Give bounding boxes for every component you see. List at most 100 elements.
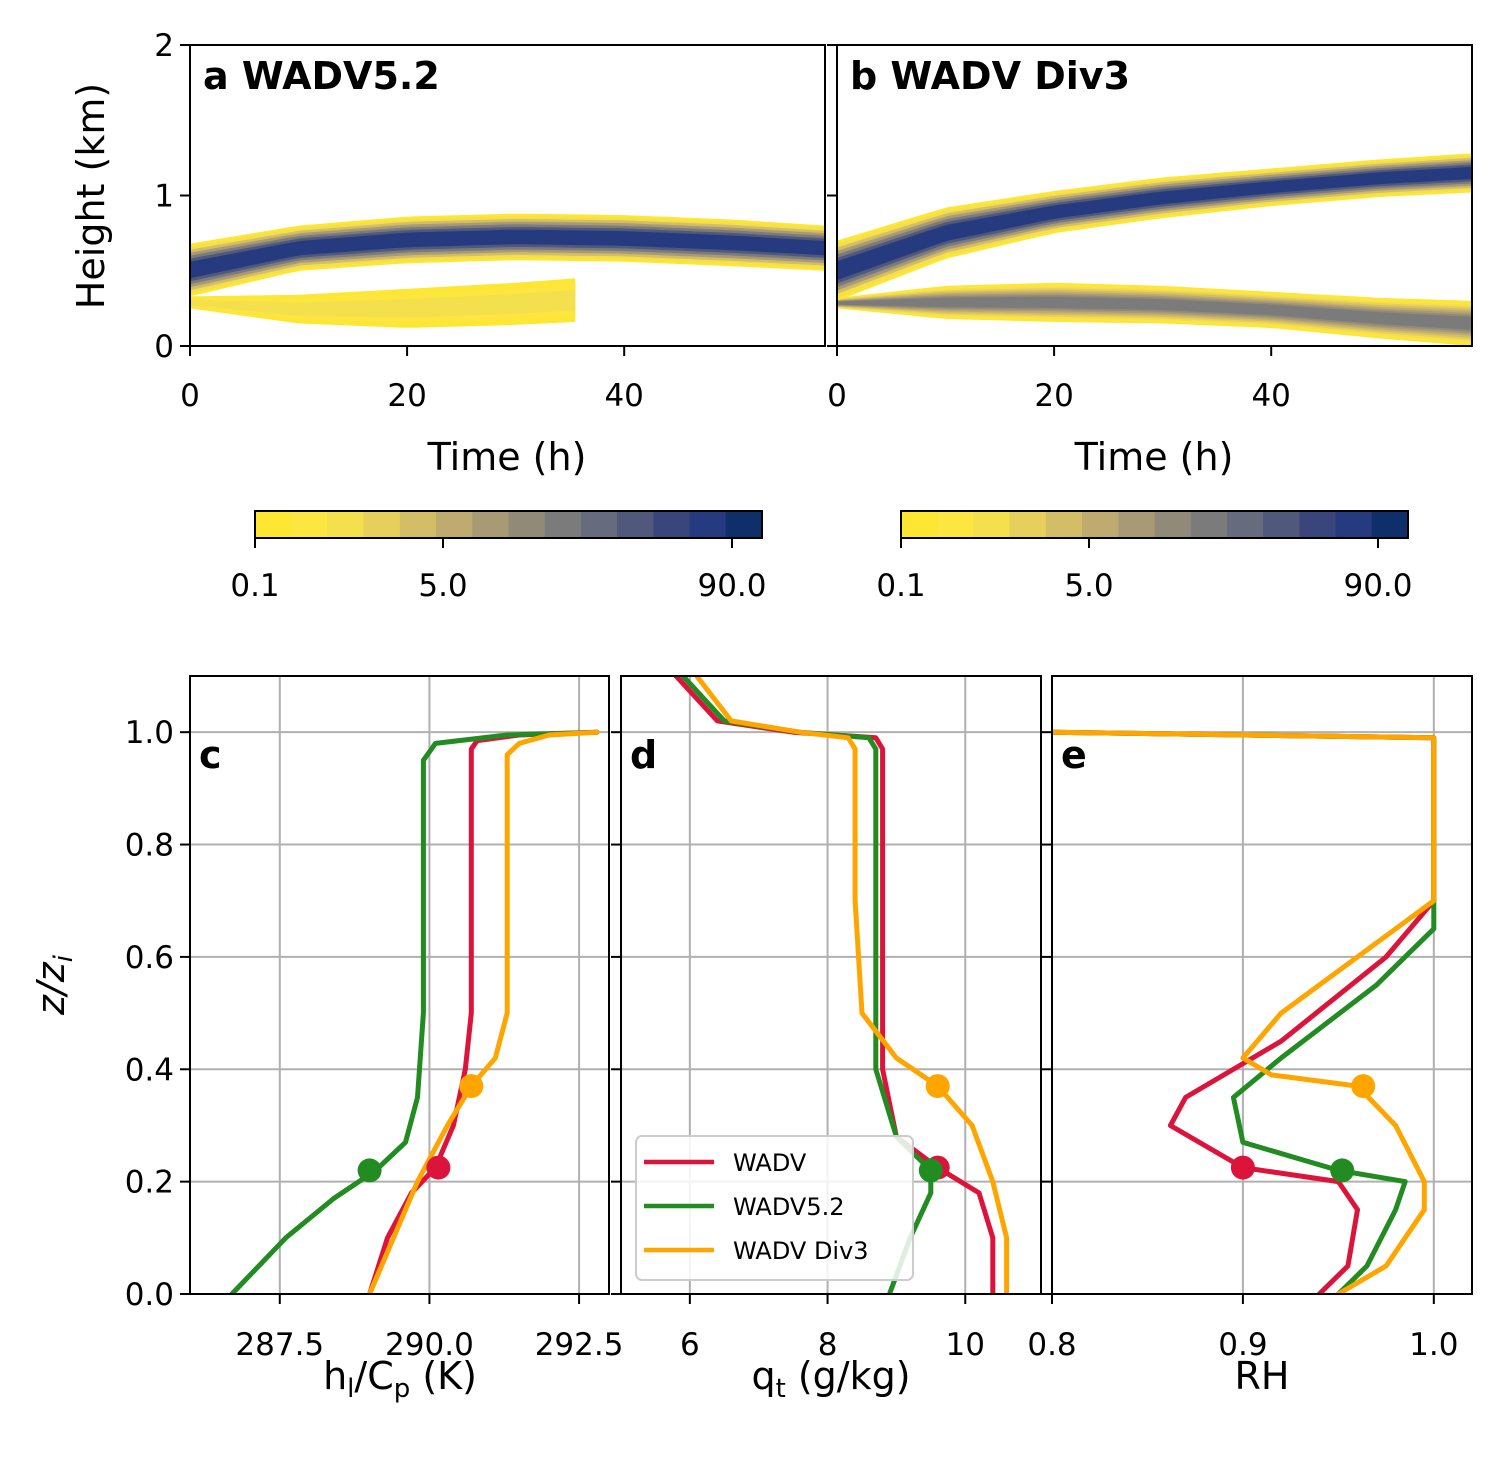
colorbar-b-cell-13	[1371, 511, 1409, 538]
panel-a-contours	[190, 213, 825, 328]
colorbar-a-cell-10	[617, 511, 654, 538]
legend-label-wadvdiv3: WADV Div3	[733, 1237, 869, 1265]
colorbar-a-cell-5	[436, 511, 473, 538]
panel-d-xlabel-end: (g/kg)	[786, 1354, 911, 1398]
colorbar-b-cell-9	[1226, 511, 1264, 538]
panel-d-line-2	[694, 676, 1010, 1294]
bottom-ylabel: z/zi	[29, 954, 79, 1016]
panel-c-ytick-label-3: 0.6	[125, 940, 174, 976]
panel-b-ticks: 0 20 40	[827, 44, 1291, 414]
colorbar-b-tick-label-2: 90.0	[1343, 568, 1412, 604]
panel-e-marker-0	[1230, 1155, 1255, 1180]
colorbar-b-cell-5	[1082, 511, 1119, 538]
colorbar-b-cell-3	[1009, 511, 1047, 538]
panel-a-ylabel: Height (km)	[69, 83, 113, 309]
colorbar-b-cell-2	[973, 511, 1011, 538]
colorbar-a-cell-4	[399, 511, 437, 538]
panel-e-xtick-label-2: 1.0	[1409, 1327, 1458, 1363]
panel-c-xlabel-sub1: l	[347, 1374, 354, 1404]
panel-c-xlabel-main: h	[323, 1354, 347, 1398]
panel-c-xlabel-sub2: p	[394, 1374, 411, 1404]
panel-b-xtick-label-1: 20	[1034, 378, 1073, 414]
colorbar-a-cell-13	[725, 511, 763, 538]
panel-c-xlabel-end: (K)	[410, 1354, 477, 1398]
panel-a-ticks: 0 20 40 0 1 2	[154, 28, 644, 414]
panel-c-ytick-label-2: 0.4	[125, 1052, 174, 1088]
colorbar-a-tick-label-1: 5.0	[418, 568, 467, 604]
legend: WADV WADV5.2 WADV Div3	[635, 1135, 914, 1281]
panel-e-xtick-label-0: 0.8	[1027, 1327, 1076, 1363]
panel-b-cloud-layer-contour-4	[837, 162, 1472, 288]
panel-e-marker-2	[1351, 1074, 1376, 1099]
bottom-ylabel-sub: i	[49, 954, 79, 962]
panel-e-label: e	[1061, 733, 1087, 777]
colorbar-a-cell-1	[291, 511, 328, 538]
panel-e-marker-1	[1330, 1158, 1355, 1183]
panel-b-xlabel: Time (h)	[1074, 435, 1234, 479]
panel-b-frame	[836, 44, 1473, 347]
panel-b-xtick-label-0: 0	[827, 378, 847, 414]
panel-a-ytick-label-0: 0	[154, 329, 174, 365]
colorbar-a-cell-0	[255, 511, 292, 538]
colorbar-b-cell-11	[1299, 511, 1337, 538]
colorbar-b-cell-12	[1335, 511, 1373, 538]
colorbar-b-cell-1	[937, 511, 974, 538]
panel-d-marker-2	[925, 1074, 950, 1099]
panel-c-ytick-label-1: 0.2	[125, 1165, 174, 1201]
panel-a-title: a WADV5.2	[203, 54, 440, 98]
colorbar-a-cell-2	[327, 511, 365, 538]
colorbar-a-cell-9	[580, 511, 618, 538]
panel-b-contours	[837, 153, 1472, 346]
panel-c-marker-1	[357, 1158, 382, 1183]
panel-a-ytick-label-1: 1	[154, 179, 174, 215]
panel-e-frame	[1051, 675, 1473, 1295]
panel-c-ticks: 287.5 290.0 292.5 0.0 0.2 0.4 0.6 0.8 1.0	[125, 715, 624, 1363]
panel-e-line-2	[1052, 729, 1437, 1294]
panel-c-marker-0	[426, 1155, 451, 1180]
panel-c-grid	[190, 676, 609, 1295]
panel-a-cloud-layer-contour-6	[190, 229, 825, 279]
panel-a-frame	[189, 44, 826, 347]
colorbar-b-cell-6	[1118, 511, 1156, 538]
panel-e-xlabel: RH	[1235, 1354, 1290, 1398]
bottom-ylabel-main: z/z	[29, 961, 73, 1016]
colorbar-b-tick-label-1: 5.0	[1064, 568, 1113, 604]
colorbar-a-tick-label-0: 0.1	[230, 568, 279, 604]
colorbar-b: 0.1 5.0 90.0	[876, 510, 1413, 604]
panel-d-xtick-label-1: 8	[818, 1327, 838, 1363]
panel-b-title: b WADV Div3	[850, 54, 1130, 98]
panel-a-ytick-label-2: 2	[154, 28, 174, 64]
legend-label-wadv52: WADV5.2	[733, 1193, 844, 1221]
panel-e: 0.8 0.9 1.0 e RH	[1027, 675, 1473, 1398]
colorbar-a-cell-11	[653, 511, 691, 538]
panel-b-xtick-label-2: 40	[1251, 378, 1290, 414]
panel-c-label: c	[199, 733, 222, 777]
panel-a-lower-layer-contour-2	[190, 289, 576, 318]
panel-d-xlabel-sub1: t	[776, 1374, 786, 1404]
panel-c-frame	[189, 675, 610, 1295]
colorbar-a-cell-8	[544, 511, 582, 538]
colorbar-b-cell-0	[901, 511, 938, 538]
colorbar-a-cell-3	[363, 511, 401, 538]
colorbar-b-frame	[900, 510, 1409, 539]
panel-c-xtick-label-1: 290.0	[385, 1327, 474, 1363]
legend-label-wadv: WADV	[733, 1149, 807, 1177]
panel-d-xtick-label-2: 10	[946, 1327, 985, 1363]
panel-e-xtick-label-1: 0.9	[1218, 1327, 1267, 1363]
panel-e-grid	[1051, 676, 1472, 1295]
panel-c-ytick-label-0: 0.0	[125, 1277, 174, 1313]
panel-c-xtick-label-2: 292.5	[535, 1327, 624, 1363]
colorbar-a: 0.1 5.0 90.0	[230, 510, 767, 604]
panel-c-lines	[229, 729, 600, 1294]
panel-c-xlabel-mid: /C	[354, 1354, 393, 1398]
colorbar-b-cell-7	[1154, 511, 1192, 538]
panel-d-marker-1	[918, 1158, 943, 1183]
panel-c-ytick-label-4: 0.8	[125, 828, 174, 864]
colorbar-a-frame	[254, 510, 763, 539]
panel-c-xtick-label-0: 287.5	[235, 1327, 324, 1363]
panel-a-xtick-label-2: 40	[604, 378, 643, 414]
panel-d: 6 8 10 d qt (g/kg) WADV WADV5.2 WADV Div3	[611, 675, 1042, 1404]
panel-c-ytick-label-5: 1.0	[125, 715, 174, 751]
panel-c-line-1	[229, 729, 600, 1294]
